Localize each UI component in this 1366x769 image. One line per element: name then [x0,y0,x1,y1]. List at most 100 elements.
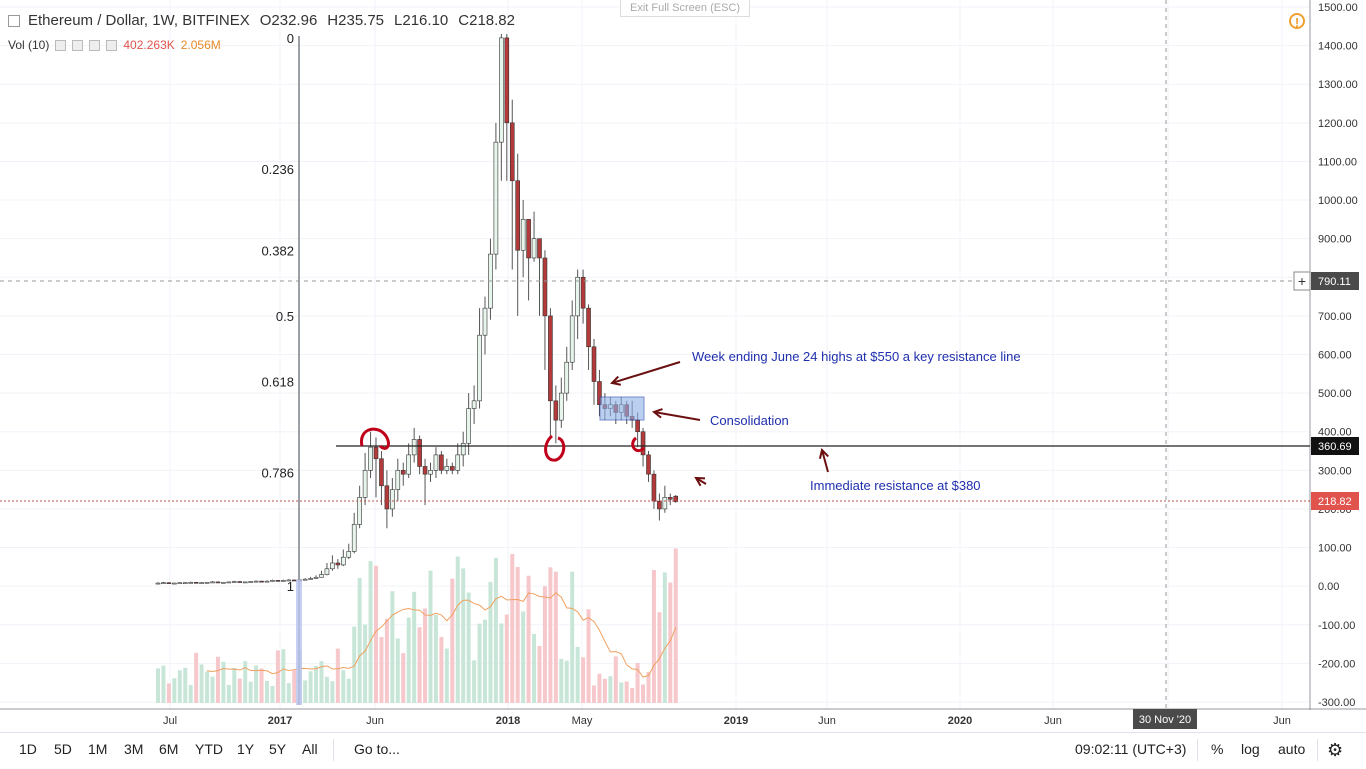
symbol-title[interactable]: Ethereum / Dollar, 1W, BITFINEX [28,12,250,29]
settings-small-icon[interactable] [72,39,84,51]
toolbar-divider [1197,739,1198,761]
volume-bar [521,611,526,703]
gear-icon[interactable]: ⚙ [1327,740,1344,760]
candle-body [161,582,166,584]
candle-body [248,581,253,583]
candle-body [286,579,292,582]
volume-bar [613,656,618,703]
candle-body [482,307,488,336]
price-chart[interactable]: 1500.001400.001300.001200.001100.001000.… [0,0,1366,732]
volume-bar [444,648,449,703]
crosshair-date-label: 30 Nov '20 [1139,714,1191,726]
swing-high-circle [360,427,390,450]
range-1m[interactable]: 1M [88,741,108,757]
eye-icon[interactable] [55,39,67,51]
volume-bar [205,671,210,703]
candle-body [237,581,243,583]
consolidation-arrow-head [651,408,663,419]
range-ytd[interactable]: YTD [195,741,223,757]
volume-bar [232,668,237,703]
percent-toggle[interactable]: % [1211,741,1224,757]
range-6m[interactable]: 6M [159,741,179,757]
candle-body [493,141,499,255]
candle-body [422,466,428,475]
price-tick-label: 600.00 [1318,350,1352,362]
price-tick-label: 1100.00 [1318,156,1357,168]
ohlc-close: C218.82 [458,12,515,29]
volume-bar [483,619,487,703]
volume-bar [461,568,466,703]
volume-bar [433,614,438,703]
fib-level-label: 1 [287,579,294,594]
volume-bar [324,676,329,703]
candle-body [281,580,286,582]
volume-bar [248,681,253,703]
volume-bar [330,681,335,703]
range-5y[interactable]: 5Y [269,741,287,757]
volume-bar [526,575,531,703]
range-1d[interactable]: 1D [19,741,37,757]
price-tick-label: 100.00 [1318,543,1352,555]
candle-body [340,556,346,566]
candle-body [591,346,597,382]
volume-bar [466,592,471,703]
candle-body [264,580,270,583]
volume-bar [493,557,498,703]
volume-bar [379,637,384,703]
price-tick-label: 1200.00 [1318,118,1358,130]
annotation-resistance-text: Week ending June 24 highs at $550 a key … [692,349,1021,364]
volume-bar [390,591,395,703]
candle-body [172,582,177,585]
volume-bar [608,676,613,703]
volume-bar [215,656,220,703]
candle-body [400,470,406,475]
candle-body [531,238,537,259]
volume-bar [254,665,259,703]
volume-bar [504,614,509,703]
auto-toggle[interactable]: auto [1278,741,1306,757]
collapse-toggle-icon[interactable] [8,14,20,27]
candle-body [313,576,319,579]
volume-bar [395,638,400,703]
candle-body [466,408,471,444]
toolbar-divider [1317,739,1318,761]
goto-button[interactable]: Go to... [354,741,400,757]
price-tick-label: 300.00 [1318,465,1352,477]
add-icon[interactable] [89,39,101,51]
candle-body [564,361,570,394]
candle-body [155,582,161,585]
warning-icon[interactable]: ! [1289,13,1305,30]
price-tick-label: 400.00 [1318,427,1352,439]
time-tick-label: 2019 [724,715,748,727]
volume-bar [570,571,575,703]
volume-bar [673,548,678,703]
close-icon[interactable] [106,39,118,51]
candle-body [460,443,466,456]
candle-body [455,454,461,471]
candle-body [499,37,504,143]
candle-body [411,439,417,456]
resistance-arrow-head [610,375,622,386]
log-toggle[interactable]: log [1241,741,1260,757]
volume-label[interactable]: Vol (10) [8,38,50,52]
candle-body [259,580,264,583]
volume-bar [363,624,368,703]
candle-body [242,581,248,584]
range-3m[interactable]: 3M [124,741,144,757]
range-5d[interactable]: 5D [54,741,72,757]
volume-bar [406,617,411,703]
volume-bar [537,646,542,703]
range-all[interactable]: All [302,741,318,757]
consolidation-box [599,396,645,421]
candle-body [368,446,373,471]
candle-body [515,180,521,251]
ohlc-low: L216.10 [394,12,449,29]
candle-body [520,219,526,251]
volume-bar [265,680,269,703]
exit-fullscreen-button[interactable]: Exit Full Screen (ESC) [620,0,750,17]
volume-bar [161,665,166,703]
price-tick-label: 1500.00 [1318,2,1358,14]
candle-body [635,419,640,433]
clock-time[interactable]: 09:02:11 (UTC+3) [1075,741,1187,757]
range-1y[interactable]: 1Y [237,741,255,757]
